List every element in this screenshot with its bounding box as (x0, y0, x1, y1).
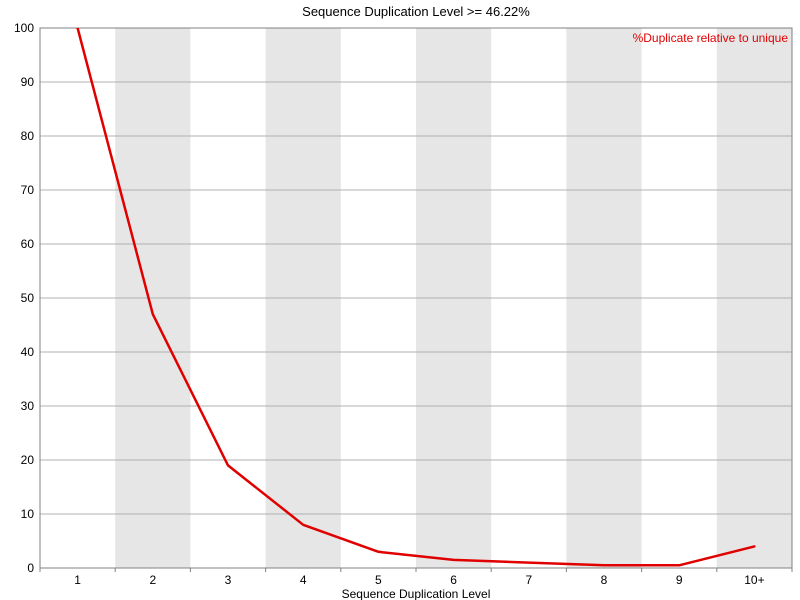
x-tick-label: 2 (149, 573, 156, 587)
x-tick-label: 4 (300, 573, 307, 587)
y-tick-label: 20 (21, 453, 35, 467)
legend-label: %Duplicate relative to unique (633, 31, 789, 45)
y-tick-label: 0 (27, 561, 34, 575)
x-tick-label: 7 (525, 573, 532, 587)
x-axis-label: Sequence Duplication Level (342, 587, 491, 600)
chart-title: Sequence Duplication Level >= 46.22% (302, 4, 530, 19)
y-tick-label: 50 (21, 291, 35, 305)
x-tick-label: 10+ (744, 573, 764, 587)
x-tick-label: 8 (601, 573, 608, 587)
y-tick-label: 60 (21, 237, 35, 251)
y-tick-label: 100 (14, 21, 34, 35)
x-tick-label: 6 (450, 573, 457, 587)
x-tick-label: 5 (375, 573, 382, 587)
duplication-chart: 0 10 20 30 40 50 60 70 80 90 100 1 2 3 4 5 6 7 8 9 10+ Sequ… (0, 0, 800, 600)
x-tick-label: 3 (225, 573, 232, 587)
y-tick-label: 80 (21, 129, 35, 143)
y-tick-label: 10 (21, 507, 35, 521)
y-tick-label: 40 (21, 345, 35, 359)
x-tick-label: 1 (74, 573, 81, 587)
y-tick-label: 30 (21, 399, 35, 413)
y-tick-label: 90 (21, 75, 35, 89)
x-tick-label: 9 (676, 573, 683, 587)
y-tick-label: 70 (21, 183, 35, 197)
